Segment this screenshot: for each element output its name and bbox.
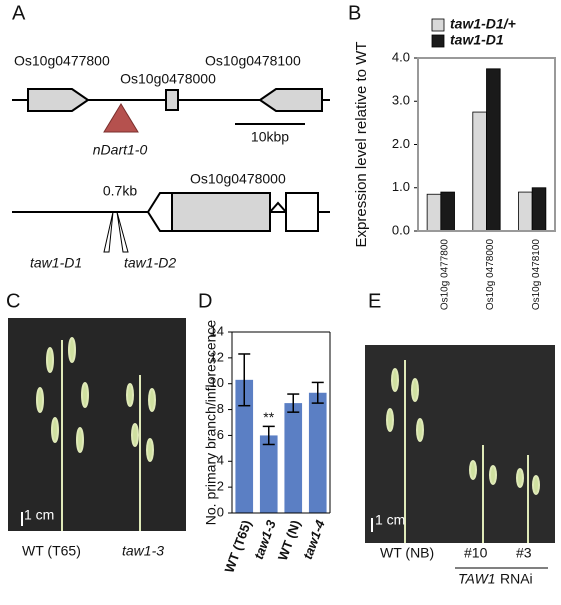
photo [8,318,186,531]
distance-label: 0.7kb [103,183,137,199]
gene-label: Os10g0478000 [190,171,286,187]
panel-label: E [368,290,381,312]
scale-label: 10kbp [251,129,289,145]
bar [426,193,442,232]
insertion-label: nDart1-0 [93,142,148,158]
y-tick-label: 6 [217,427,224,442]
annotation: ** [263,409,274,425]
gene-label: Os10g0478000 [120,71,216,87]
x-tick-label: Os10g 0478100 [531,239,542,311]
y-tick-label: 8 [217,401,224,416]
photo-caption: TAW1 [458,571,496,587]
panel-label: C [6,290,20,312]
photo-caption: RNAi [500,571,533,587]
bar [284,403,303,513]
gene-label: Os10g0478100 [205,53,301,69]
y-tick-label: 4 [217,453,224,468]
photo-caption: WT (T65) [22,543,81,559]
y-tick-label: 14 [210,323,224,338]
y-tick-label: 12 [210,349,224,364]
y-axis-title: Expression level relative to WT [353,42,370,248]
legend-swatch [431,34,445,48]
bar [235,379,254,513]
x-tick-label: taw1-3 [251,517,279,561]
y-tick-label: 10 [210,375,224,390]
y-tick-label: 2.0 [392,136,410,151]
panel-label: A [12,2,26,24]
y-axis-title: No. primary branch/inflorescence [203,320,219,526]
bar [486,68,501,232]
y-tick-label: 2 [217,479,224,494]
x-tick-label: taw1-4 [300,517,328,561]
y-tick-label: 0 [217,504,224,519]
gene-diagram [12,88,330,253]
allele-label: taw1-D1 [30,255,82,271]
bar [531,187,547,232]
y-tick-label: 3.0 [392,93,410,108]
x-tick-label: Os10g 0477800 [439,239,450,311]
bar [440,191,455,232]
photo [365,345,555,569]
y-tick-label: 1.0 [392,179,410,194]
scale-label: 1 cm [24,507,54,523]
photo-caption: taw1-3 [122,543,164,559]
photo-caption: WT (NB) [380,545,434,561]
legend-label: taw1-D1/+ [450,16,516,32]
panel-label: B [348,2,361,24]
scale-label: 1 cm [375,512,405,528]
bar [472,111,487,232]
gene-label: Os10g0477800 [14,53,110,69]
panel-label: D [198,290,212,312]
y-tick-label: 4.0 [392,49,410,64]
x-tick-label: Os10g 0478000 [485,239,496,311]
plot-frame [417,57,556,232]
y-tick-label: 0.0 [392,222,410,237]
x-tick-label: WT (T65) [221,518,254,575]
bar [518,191,533,232]
photo-caption: #10 [464,545,488,561]
legend-label: taw1-D1 [450,32,504,48]
legend-swatch [431,18,445,32]
bar [259,435,278,513]
allele-label: taw1-D2 [124,255,176,271]
photo-caption: #3 [516,545,532,561]
bar [308,392,327,513]
